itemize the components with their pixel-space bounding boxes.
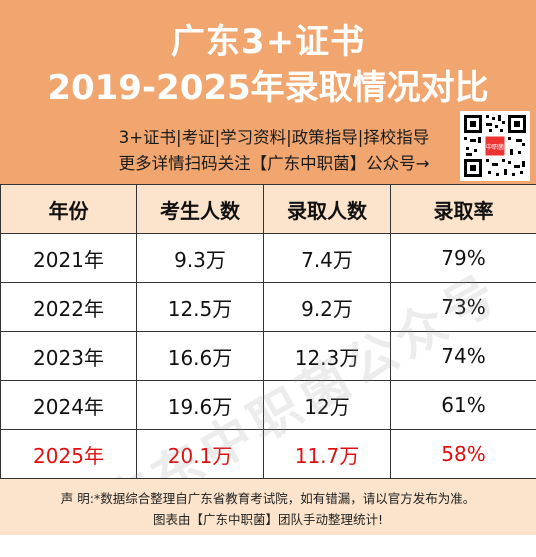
header-candidates: 考生人数	[137, 185, 264, 234]
cell-rate: 74%	[391, 332, 536, 381]
cell-admitted: 11.7万	[264, 430, 391, 479]
cell-year: 2021年	[1, 234, 137, 283]
cell-year: 2022年	[1, 283, 137, 332]
cell-candidates: 12.5万	[137, 283, 264, 332]
footer: 声 明:*数据综合整理自广东省教育考试院，如有错漏，请以官方发布为准。 图表由【…	[0, 478, 536, 535]
cell-candidates: 16.6万	[137, 332, 264, 381]
header-banner: 广东3+证书 2019-2025年录取情况对比 3+证书|考证|学习资料|政策指…	[0, 0, 536, 184]
cell-admitted: 12.3万	[264, 332, 391, 381]
cell-candidates: 9.3万	[137, 234, 264, 283]
cell-year: 2023年	[1, 332, 137, 381]
topics-line: 3+证书|考证|学习资料|政策指导|择校指导	[96, 124, 452, 148]
page-subtitle-title: 2019-2025年录取情况对比	[0, 60, 536, 109]
credit-line: 图表由【广东中职菌】团队手动整理统计!	[0, 509, 536, 528]
cell-rate: 61%	[391, 381, 536, 430]
admission-table: 年份 考生人数 录取人数 录取率 2021年 9.3万 7.4万 79% 202…	[0, 184, 536, 479]
table-row-highlight: 2025年 20.1万 11.7万 58%	[1, 430, 536, 479]
follow-prompt: 更多详情扫码关注【广东中职菌】公众号→	[96, 150, 452, 174]
table-header-row: 年份 考生人数 录取人数 录取率	[1, 185, 536, 234]
disclaimer: 声 明:*数据综合整理自广东省教育考试院，如有错漏，请以官方发布为准。	[0, 488, 536, 507]
cell-admitted: 9.2万	[264, 283, 391, 332]
cell-rate: 73%	[391, 283, 536, 332]
table-row: 2023年 16.6万 12.3万 74%	[1, 332, 536, 381]
header-admitted: 录取人数	[264, 185, 391, 234]
cell-admitted: 12万	[264, 381, 391, 430]
table-row: 2024年 19.6万 12万 61%	[1, 381, 536, 430]
qr-stamp-label: 中职菌	[486, 143, 504, 151]
cell-year: 2024年	[1, 381, 137, 430]
cell-candidates: 19.6万	[137, 381, 264, 430]
page-title: 广东3+证书	[0, 14, 536, 63]
cell-candidates: 20.1万	[137, 430, 264, 479]
cell-year: 2025年	[1, 430, 137, 479]
qr-code-graphic: 中职菌	[460, 111, 530, 181]
cell-admitted: 7.4万	[264, 234, 391, 283]
table-row: 2022年 12.5万 9.2万 73%	[1, 283, 536, 332]
header-year: 年份	[1, 185, 137, 234]
header-rate: 录取率	[391, 185, 536, 234]
qr-code-icon[interactable]: 中职菌	[460, 111, 530, 181]
cell-rate: 58%	[391, 430, 536, 479]
cell-rate: 79%	[391, 234, 536, 283]
table-row: 2021年 9.3万 7.4万 79%	[1, 234, 536, 283]
